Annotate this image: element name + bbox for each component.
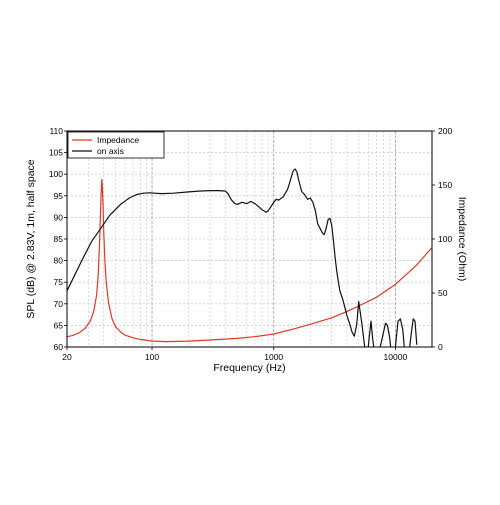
y2-tick-label: 50 bbox=[438, 288, 448, 298]
axes: 20 100 1000 10000 60 65 70 75 80 85 90 95 100 105 110 0… bbox=[49, 126, 453, 362]
x-axis-label: Frequency (Hz) bbox=[213, 362, 285, 374]
y-axis-label: SPL (dB) @ 2.83V, 1m, half space bbox=[25, 159, 37, 318]
y2-axis-label: Impedance (Ohm) bbox=[456, 197, 468, 282]
y2-tick-label: 100 bbox=[438, 234, 452, 244]
x-tick-label: 20 bbox=[62, 352, 72, 362]
series-line-impedance bbox=[67, 179, 432, 343]
grid bbox=[67, 131, 432, 347]
series-line-on-axis bbox=[67, 168, 418, 347]
y-tick-label: 75 bbox=[54, 277, 64, 287]
x-tick-label: 10000 bbox=[384, 352, 408, 362]
legend-label: Impedance bbox=[97, 135, 139, 145]
y-tick-label: 85 bbox=[54, 234, 64, 244]
y2-tick-label: 150 bbox=[438, 180, 452, 190]
y2-tick-label: 200 bbox=[438, 126, 452, 136]
y-tick-label: 105 bbox=[49, 148, 63, 158]
x-tick-label: 1000 bbox=[264, 352, 283, 362]
y-tick-label: 110 bbox=[49, 126, 63, 136]
y-tick-label: 60 bbox=[54, 342, 64, 352]
y-tick-label: 70 bbox=[54, 299, 64, 309]
y-tick-label: 65 bbox=[54, 320, 64, 330]
y-tick-label: 80 bbox=[54, 256, 64, 266]
y2-tick-label: 0 bbox=[438, 342, 443, 352]
legend-box bbox=[67, 131, 165, 159]
y-tick-label: 95 bbox=[54, 191, 64, 201]
series-layer bbox=[67, 168, 432, 347]
y-tick-label: 90 bbox=[54, 212, 64, 222]
legend-label: on axis bbox=[97, 146, 124, 156]
y-tick-label: 100 bbox=[49, 169, 63, 179]
plot-frame bbox=[66, 130, 433, 348]
x-tick-label: 100 bbox=[145, 352, 159, 362]
